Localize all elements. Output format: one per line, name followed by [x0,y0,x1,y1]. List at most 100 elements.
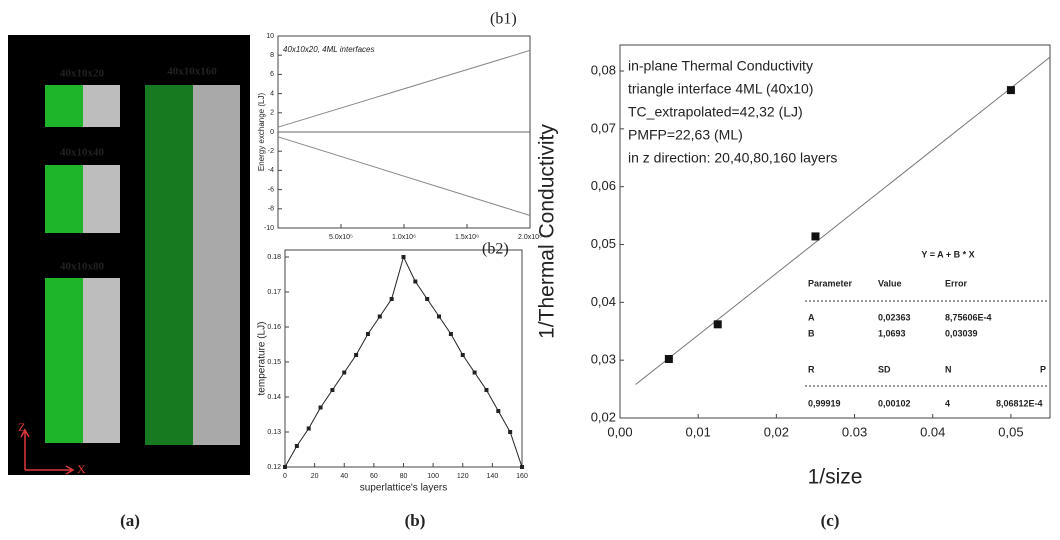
panel-label: (c) [821,511,840,530]
data-line [277,136,531,216]
subplot-label: (b1) [490,11,517,28]
y-tick-label: 6 [270,71,274,78]
y-axis-label: Energy exchange (LJ) [257,93,266,172]
data-line [284,255,523,468]
y-tick-label: 0,06 [591,178,616,193]
table-header: P [1040,364,1046,374]
y-tick-label: 4 [270,90,274,97]
x-tick-label: 120 [457,473,469,480]
data-point [425,297,430,301]
x-axis-label: 1/size [808,466,863,489]
data-point [401,255,406,259]
data-point [520,465,524,469]
x-tick-label: 2.0x10⁶ [518,234,542,241]
y-tick-label: 0,03 [591,352,616,367]
y-tick-label: -4 [268,167,274,174]
table-header: N [945,364,952,374]
y-tick-label: 0.17 [267,289,281,296]
data-point [1006,86,1015,95]
y-tick-label: 0.14 [267,394,281,401]
x-axis-label: superlattice's layers [360,483,448,494]
data-point [496,409,501,413]
data-point [484,388,489,392]
data-point [365,332,370,336]
axis-arrows [20,428,75,475]
data-point [664,355,673,364]
x-tick-label: 160 [516,473,528,480]
data-point [413,279,418,284]
y-axis-label: temperature (LJ) [257,322,268,396]
panel-label: (b) [405,511,426,530]
y-tick-label: 0,04 [591,294,616,309]
subplot-label: (b2) [482,241,509,258]
box-label: 40x10x40 [60,147,105,159]
fit-equation: Y = A + B * X [921,249,974,259]
axis-letter: Z [18,420,25,434]
annotation: in z direction: 20,40,80,160 layers [628,150,837,166]
y-tick-label: 8 [270,52,274,59]
box-green [145,85,193,445]
x-tick-label: 0,00 [607,424,632,439]
y-tick-label: -8 [268,206,274,213]
y-tick-label: -6 [268,186,274,193]
y-axis-label: 1/Thermal Conductivity [536,124,559,339]
y-tick-label: 0.18 [267,254,281,261]
table-header: Parameter [808,278,853,288]
box-green [45,278,83,443]
y-tick-label: 0,08 [591,62,616,77]
x-tick-label: 40 [340,473,348,480]
box-gray [83,278,120,443]
x-tick-label: 1.5x10⁶ [455,234,479,241]
data-point [448,332,453,336]
annotation: 40x10x20, 4ML interfaces [283,45,374,54]
box-green [45,85,83,127]
table-cell: 0,02363 [878,312,911,322]
table-header: Error [945,278,968,288]
x-tick-label: 60 [370,473,378,480]
data-point [318,405,323,410]
y-tick-label: 0,02 [591,409,616,424]
data-point [354,353,359,357]
data-point [330,388,335,392]
x-tick-label: 0,01 [686,424,711,439]
x-tick-label: 0 [283,473,287,480]
x-tick-label: 80 [400,473,408,480]
data-point [508,430,513,434]
data-point [294,444,299,448]
data-point [377,314,382,319]
x-tick-label: 100 [427,473,439,480]
table-cell: A [808,312,815,322]
box-label: 40x10x160 [167,66,217,78]
annotation: in-plane Thermal Conductivity [628,58,813,74]
fit-line [635,56,1051,385]
data-point [472,370,477,375]
data-point [283,465,287,469]
plot-frame [284,249,523,468]
annotation: TC_extrapolated=42,32 (LJ) [628,104,803,120]
y-tick-label: 0,07 [591,120,616,135]
x-tick-label: 0,05 [998,424,1023,439]
y-tick-label: -2 [268,148,274,155]
table-cell: 0,00102 [878,398,911,408]
y-tick-label: 0.12 [267,464,281,471]
y-tick-label: 0.13 [267,429,281,436]
y-tick-label: 10 [266,33,274,40]
table-cell: 1,0693 [878,328,906,338]
plot-frame [619,44,1051,419]
annotation: triangle interface 4ML (40x10) [628,81,813,97]
x-tick-label: 0,02 [764,424,789,439]
table-header: R [808,364,815,374]
table-cell: 0,99919 [808,398,841,408]
data-point [306,426,311,431]
y-tick-label: 2 [270,110,274,117]
data-point [389,297,394,301]
box-gray [193,85,240,445]
panel-label: (a) [120,511,140,530]
y-tick-label: 0.16 [267,324,281,331]
data-line [277,49,531,128]
y-tick-label: 0.15 [267,359,281,366]
data-point [713,320,722,329]
x-tick-label: 5.0x10⁵ [329,234,353,241]
